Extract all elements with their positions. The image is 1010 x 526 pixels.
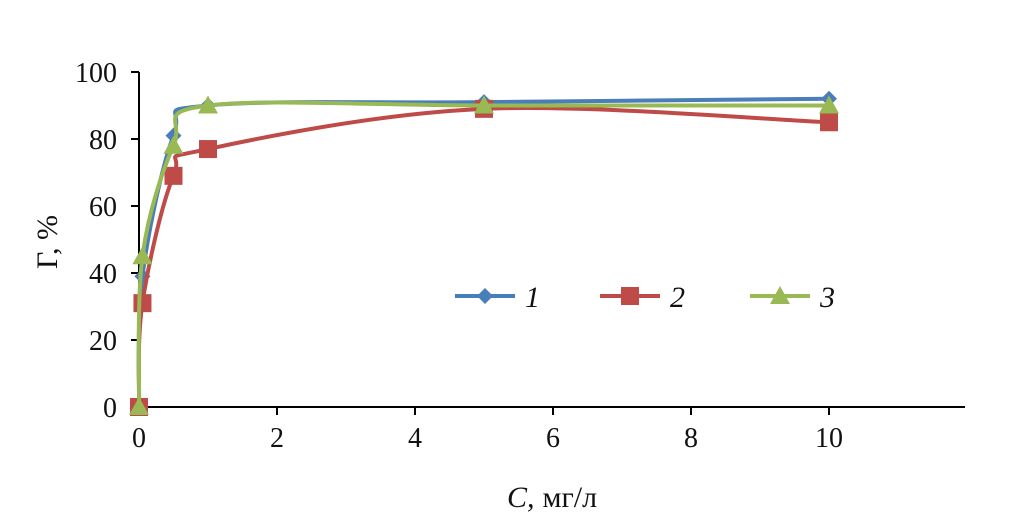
x-axis-label-var: C, bbox=[507, 481, 535, 514]
series-line bbox=[136, 96, 830, 408]
y-tick-label: 60 bbox=[89, 192, 117, 223]
series-2 bbox=[130, 99, 838, 416]
series-3 bbox=[129, 95, 839, 415]
x-axis-label: C, мг/л bbox=[507, 481, 597, 514]
y-tick-label: 0 bbox=[103, 393, 117, 424]
triangle-marker bbox=[770, 286, 790, 304]
legend-label: 3 bbox=[819, 281, 835, 314]
x-tick-label: 4 bbox=[408, 423, 422, 454]
triangle-marker bbox=[132, 246, 153, 265]
triangle-marker bbox=[474, 95, 494, 114]
x-tick-label: 8 bbox=[684, 423, 698, 454]
y-tick-label: 80 bbox=[89, 125, 117, 156]
y-axis-label: Г, % bbox=[31, 215, 64, 269]
square-marker bbox=[621, 287, 639, 305]
y-tick-label: 100 bbox=[75, 58, 117, 89]
square-marker bbox=[199, 140, 217, 159]
y-tick-label: 20 bbox=[89, 326, 117, 357]
triangle-marker bbox=[163, 135, 184, 154]
legend-item-3: 3 bbox=[750, 281, 835, 314]
triangle-marker bbox=[819, 95, 839, 114]
x-tick-label: 0 bbox=[132, 423, 146, 454]
triangle-marker bbox=[129, 397, 149, 415]
series-line bbox=[136, 106, 830, 408]
triangle-marker bbox=[198, 95, 218, 114]
y-tick-label: 40 bbox=[89, 259, 117, 290]
square-marker bbox=[164, 166, 183, 185]
x-tick-label: 6 bbox=[546, 423, 560, 454]
legend-label: 1 bbox=[525, 281, 540, 314]
diamond-marker bbox=[165, 127, 182, 144]
x-tick-label: 10 bbox=[815, 423, 843, 454]
series-1 bbox=[131, 90, 837, 415]
legend-label: 2 bbox=[670, 281, 685, 314]
diamond-marker bbox=[477, 288, 493, 304]
legend-item-1: 1 bbox=[455, 281, 540, 314]
x-tick-label: 2 bbox=[270, 423, 284, 454]
series-line bbox=[136, 100, 829, 408]
legend-item-2: 2 bbox=[600, 281, 685, 314]
x-axis-label-unit: мг/л bbox=[542, 481, 597, 514]
square-marker bbox=[820, 113, 838, 132]
square-marker bbox=[133, 294, 152, 313]
